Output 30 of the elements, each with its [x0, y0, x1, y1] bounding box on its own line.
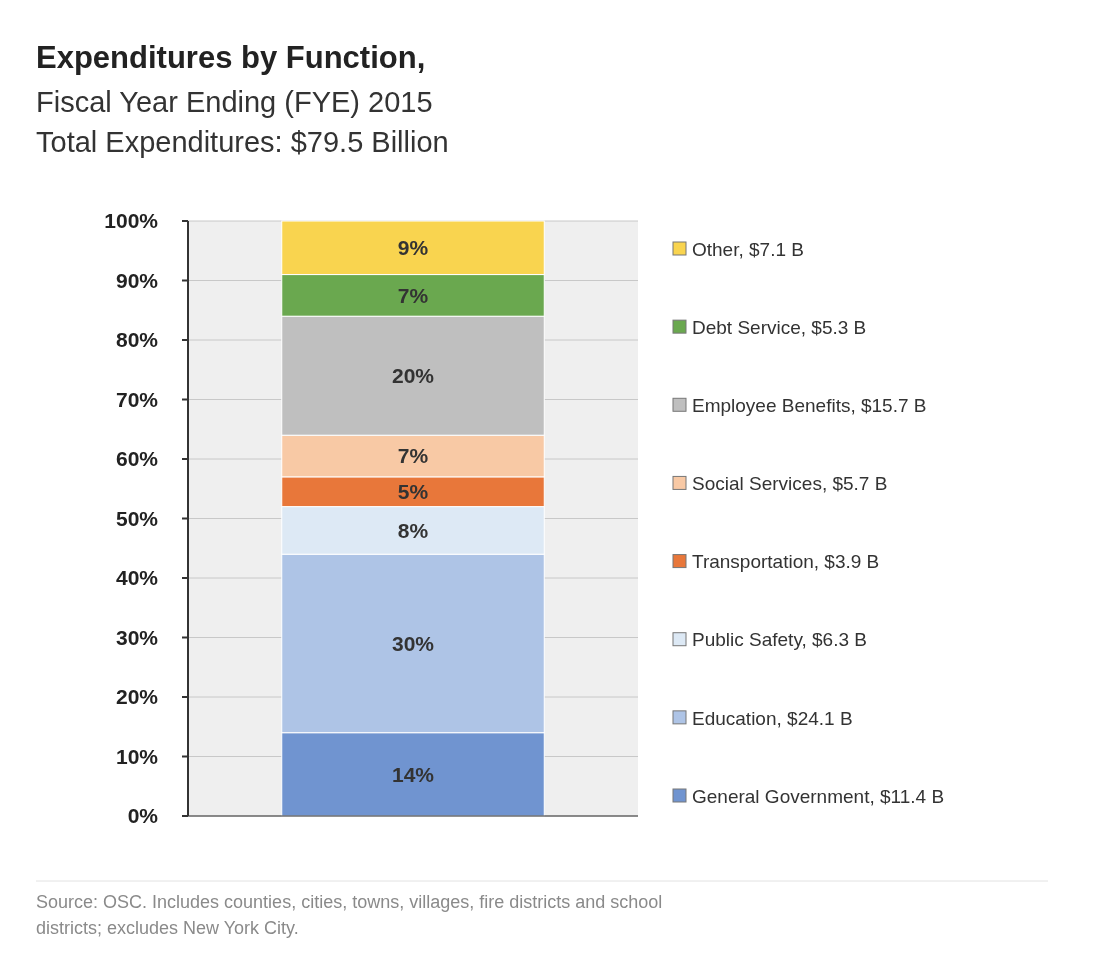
- data-label: 14%: [391, 762, 435, 786]
- legend-label: Debt Service, $5.3 B: [692, 316, 867, 338]
- legend-label: Other, $7.1 B: [692, 238, 804, 260]
- y-tick-label: 90%: [115, 268, 159, 292]
- y-tick-label: 70%: [115, 387, 159, 411]
- y-tick-label: 80%: [115, 328, 159, 352]
- data-label: 30%: [391, 631, 435, 655]
- y-tick-label: 100%: [104, 209, 159, 233]
- legend-label: General Government, $11.4 B: [692, 785, 945, 807]
- chart-subtitle: Fiscal Year Ending (FYE) 2015 Total Expenditures: $79.5 Billion: [36, 86, 449, 158]
- y-tick-label: 30%: [115, 625, 159, 649]
- data-label: 9%: [397, 236, 429, 260]
- data-label: 8%: [397, 518, 429, 542]
- y-tick-label: 10%: [115, 744, 159, 768]
- data-label: 7%: [397, 283, 429, 307]
- y-tick-label: 40%: [115, 566, 159, 590]
- data-label: 20%: [391, 364, 435, 388]
- data-label: 5%: [397, 480, 429, 504]
- source-note: Source: OSC. Includes counties, cities, towns, villages, fire districts and school districts; excludes New York City.: [36, 892, 663, 938]
- y-tick-label: 60%: [115, 447, 159, 471]
- legend-label: Public Safety, $6.3 B: [692, 629, 867, 651]
- y-tick-label: 20%: [115, 685, 159, 709]
- y-tick-label: 0%: [127, 804, 159, 828]
- legend-label: Education, $24.1 B: [692, 707, 853, 729]
- data-label: 7%: [397, 444, 429, 468]
- chart-title: Expenditures by Function,: [36, 40, 426, 75]
- legend-label: Employee Benefits, $15.7 B: [692, 394, 927, 416]
- legend-label: Transportation, $3.9 B: [692, 551, 880, 573]
- legend-label: Social Services, $5.7 B: [692, 473, 888, 495]
- y-tick-label: 50%: [115, 506, 159, 530]
